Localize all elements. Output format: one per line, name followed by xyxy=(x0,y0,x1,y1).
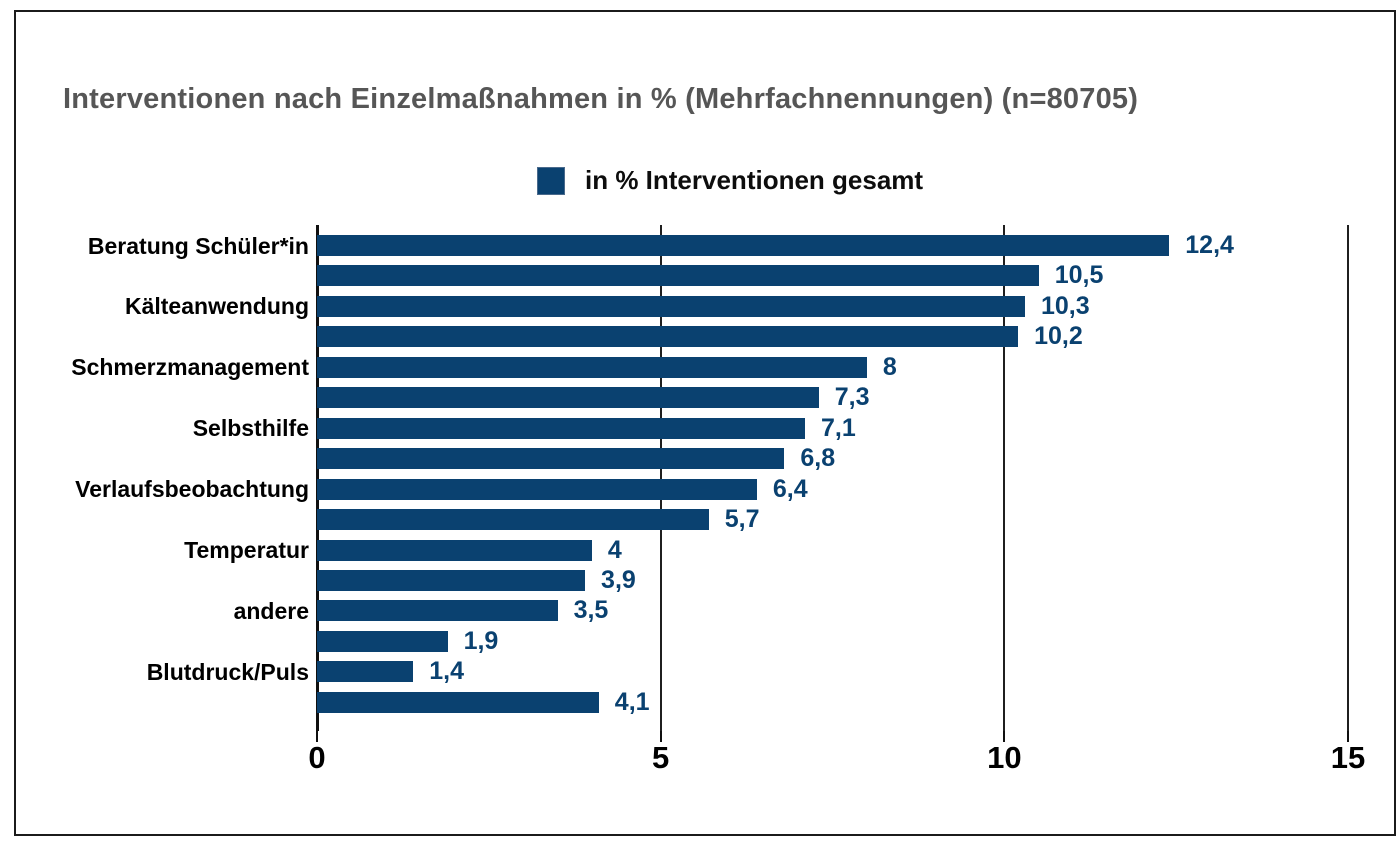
bar-value-label: 10,2 xyxy=(1034,322,1083,351)
gridline-x-5 xyxy=(659,225,662,731)
bar-value-label: 4 xyxy=(607,535,622,564)
bar xyxy=(317,448,785,470)
category-label: Blutdruck/Puls xyxy=(146,658,309,685)
bar xyxy=(317,600,558,622)
x-axis-tick xyxy=(1003,731,1006,742)
bar-value-label: 10,5 xyxy=(1054,261,1104,290)
bar xyxy=(317,235,1170,256)
y-axis-line xyxy=(315,225,319,731)
legend: in % Interventionen gesamt xyxy=(537,165,923,196)
x-axis-tick-label: 10 xyxy=(987,740,1022,775)
bar xyxy=(317,661,414,683)
bar-value-label: 6,8 xyxy=(800,444,836,473)
category-label: Selbsthilfe xyxy=(192,415,309,442)
bar-value-label: 3,9 xyxy=(601,565,636,594)
bar xyxy=(317,569,586,591)
bar-value-label: 5,7 xyxy=(724,505,760,534)
legend-swatch-icon xyxy=(537,166,565,195)
bar xyxy=(317,295,1025,317)
bar-value-label: 12,4 xyxy=(1185,231,1234,259)
bar xyxy=(317,326,1019,348)
category-label: Temperatur xyxy=(184,537,309,563)
bar-value-label: 1,9 xyxy=(463,626,499,655)
x-axis-tick xyxy=(1347,731,1349,742)
bar xyxy=(317,539,592,561)
bar xyxy=(317,356,867,378)
x-axis-tick xyxy=(316,731,318,742)
bar-value-label: 6,4 xyxy=(772,474,808,503)
category-label: Beratung Schüler*in xyxy=(87,232,309,259)
gridline-x-10 xyxy=(1003,225,1006,731)
bar-value-label: 7,3 xyxy=(834,383,870,412)
bar-value-label: 7,1 xyxy=(821,413,856,442)
bar-value-label: 10,3 xyxy=(1040,291,1090,320)
category-label: andere xyxy=(233,597,309,624)
bar xyxy=(317,630,448,652)
x-axis-tick xyxy=(659,731,662,742)
bar xyxy=(317,417,805,439)
x-axis-tick-label: 0 xyxy=(308,740,326,775)
bar xyxy=(317,478,757,500)
bar-value-label: 1,4 xyxy=(429,657,464,686)
bar xyxy=(317,387,819,409)
chart-title: Interventionen nach Einzelmaßnahmen in %… xyxy=(63,83,1139,115)
bar-value-label: 8 xyxy=(882,352,897,381)
x-axis-tick-label: 5 xyxy=(652,740,670,775)
bar xyxy=(317,509,709,531)
bar xyxy=(317,265,1039,287)
legend-label: in % Interventionen gesamt xyxy=(585,165,924,195)
bar xyxy=(317,691,599,713)
bar-value-label: 4,1 xyxy=(614,687,650,716)
gridline-x-15 xyxy=(1347,225,1349,731)
bar-value-label: 3,5 xyxy=(573,596,609,625)
category-label: Kälteanwendung xyxy=(124,293,309,320)
x-axis-tick-label: 15 xyxy=(1330,740,1366,775)
category-label: Verlaufsbeobachtung xyxy=(75,476,309,503)
category-label: Schmerzmanagement xyxy=(71,354,309,381)
plot-area: 0 5 10 15 12,4 10,5 10,3 10,2 8 7,3 7,1 6,8 6,4 5,7 4 3… xyxy=(308,225,1365,775)
